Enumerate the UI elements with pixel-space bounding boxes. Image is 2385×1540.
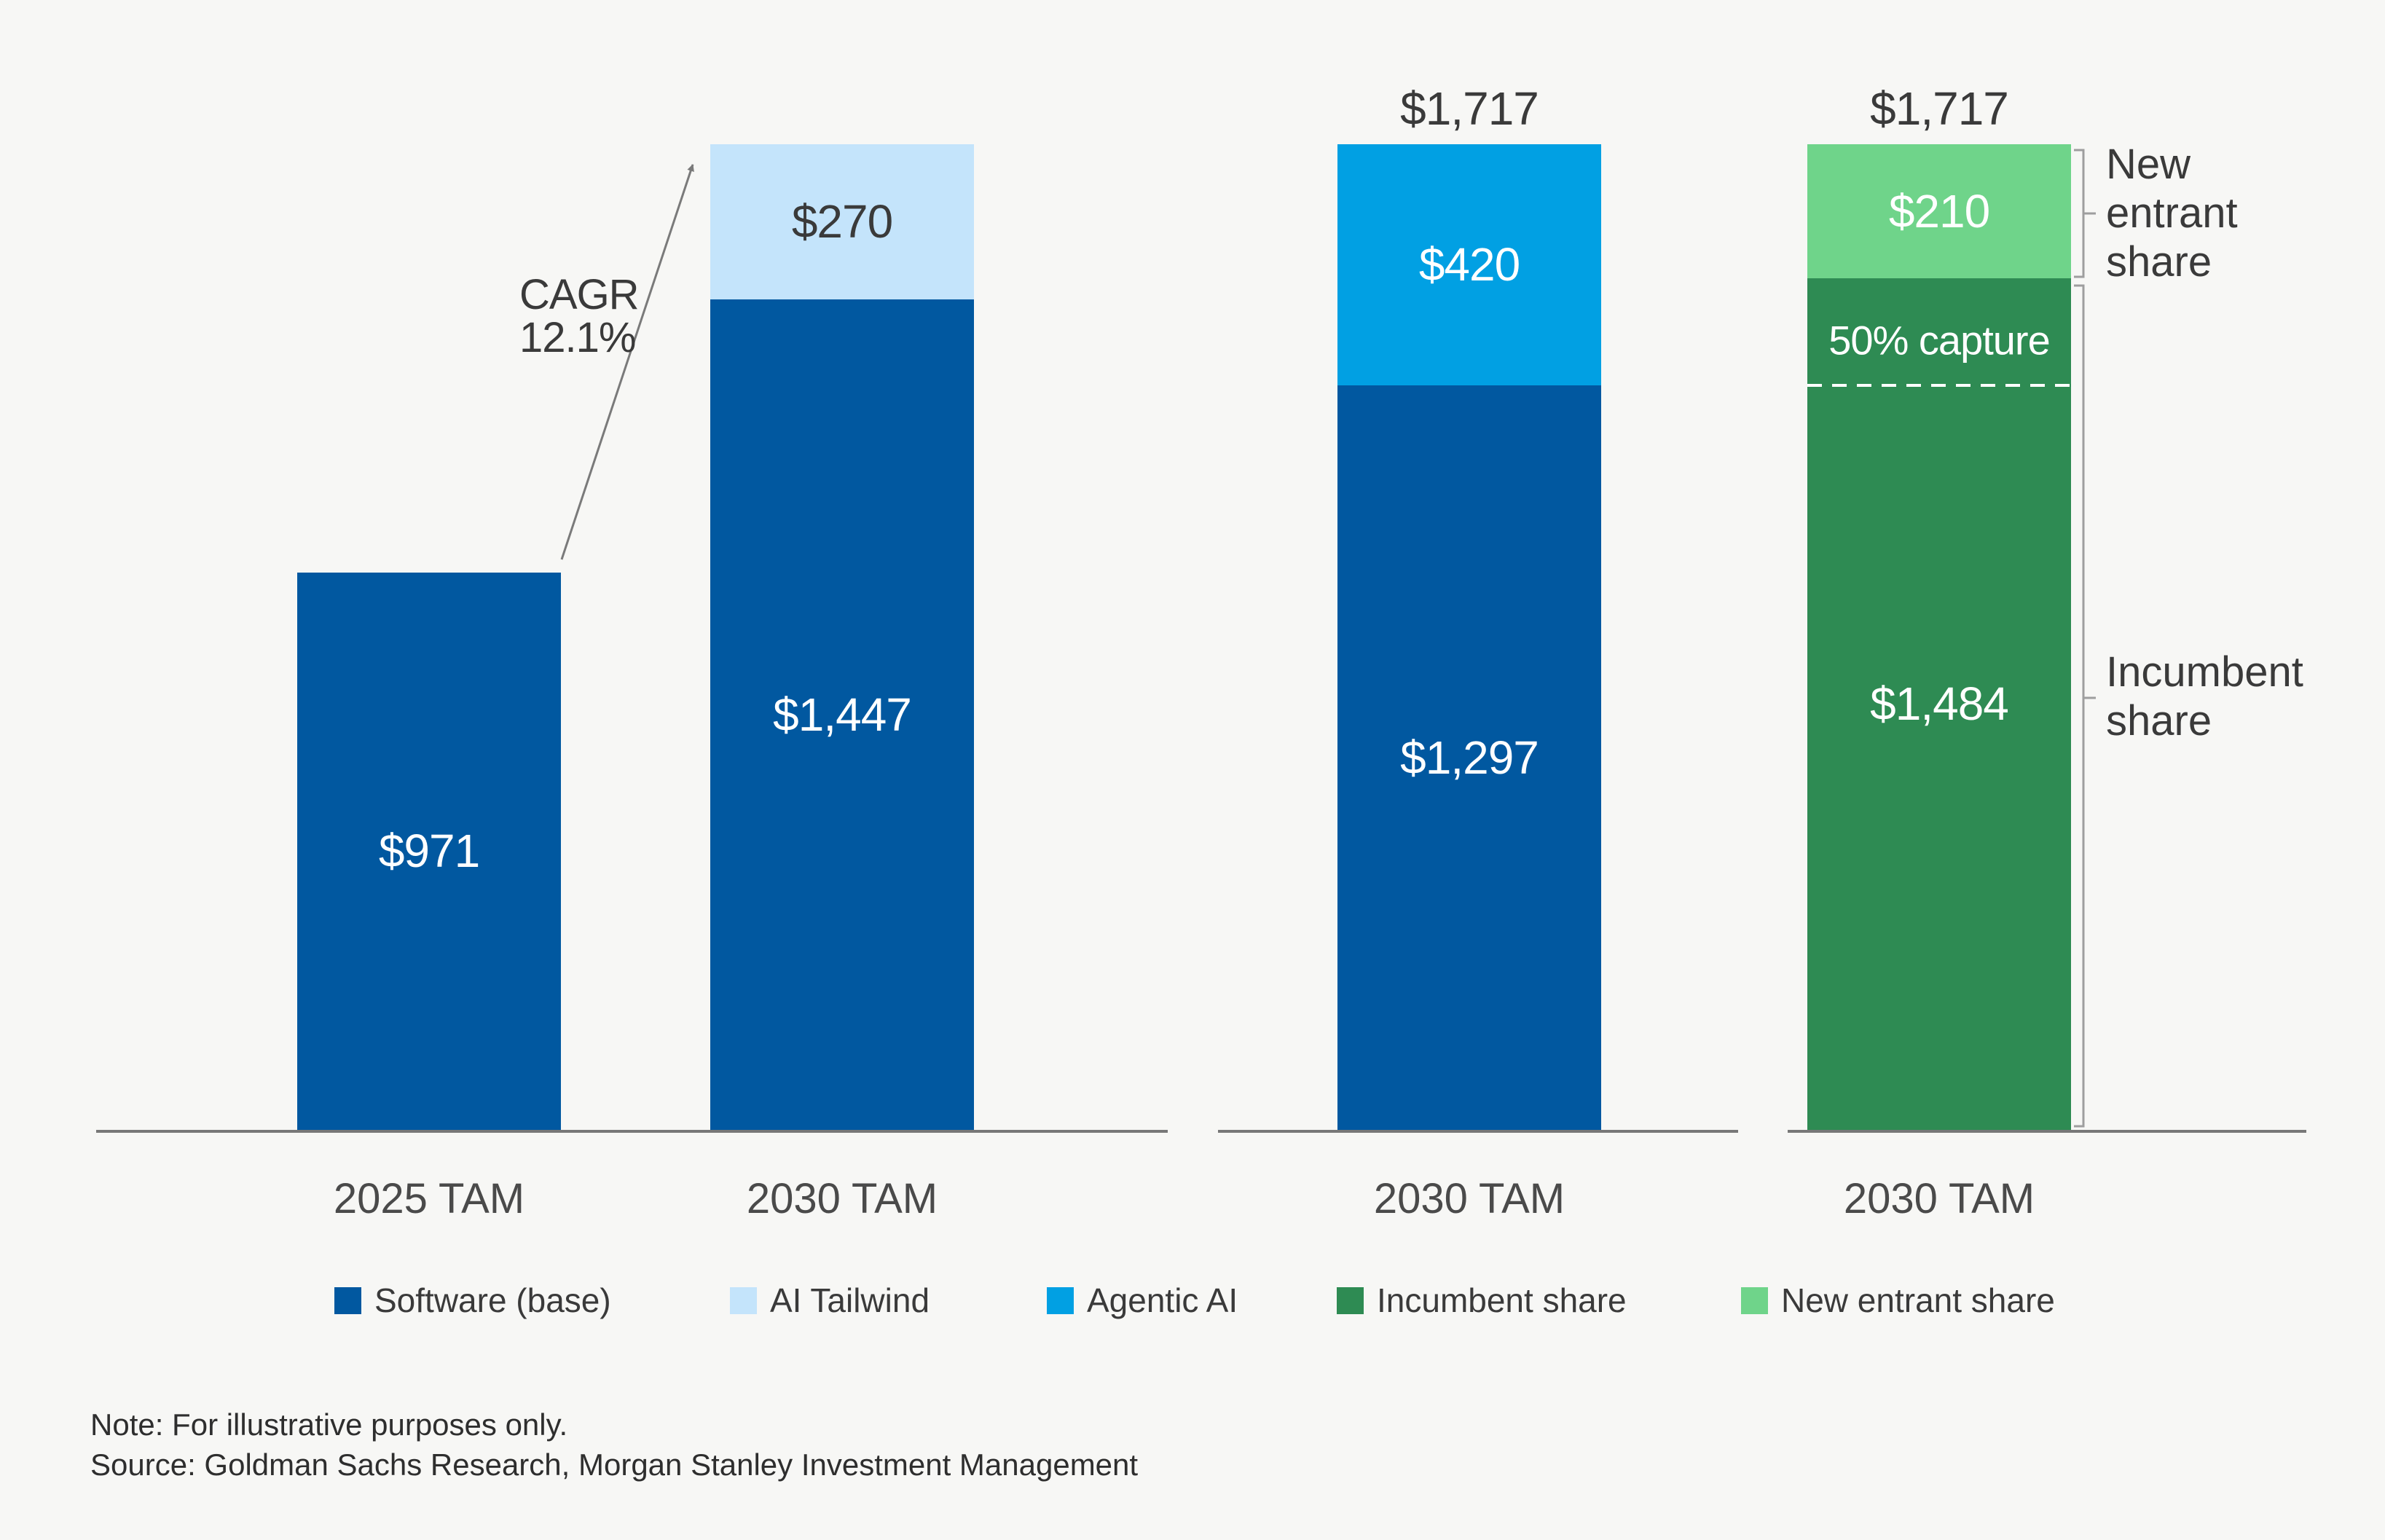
segment-agentic-ai: $420 [1337, 144, 1601, 385]
bar-2030-tam-capture: $1,484 $210 50% capture [1807, 0, 2071, 1130]
segment-software-base: $1,297 [1337, 385, 1601, 1130]
bar-2030-tam-agentic: $1,297 $420 [1337, 0, 1601, 1130]
bar-2025-tam: $971 [297, 0, 561, 1130]
footer-notes: Note: For illustrative purposes only. So… [90, 1405, 1138, 1485]
new-entrant-share-label: New entrant share [2106, 140, 2238, 286]
segment-value-label: $1,484 [1870, 677, 2009, 731]
incumbent-share-swatch-icon [1337, 1286, 1364, 1314]
total-label-2030-agentic: $1,717 [1400, 82, 1539, 135]
software-base-swatch-icon [334, 1286, 361, 1314]
agentic-ai-swatch-icon [1047, 1286, 1074, 1314]
segment-value-label: $270 [791, 195, 893, 248]
segment-new-entrant-share: $210 [1807, 144, 2071, 278]
legend-label: AI Tailwind [770, 1281, 930, 1319]
source-text: Source: Goldman Sachs Research, Morgan S… [90, 1447, 1139, 1482]
x-label-2025-tam: 2025 TAM [333, 1175, 525, 1222]
legend-label: Software (base) [374, 1281, 611, 1319]
new-entrant-share-line1: New [2106, 141, 2191, 188]
x-label-2030-tam-1: 2030 TAM [746, 1175, 938, 1222]
new-entrant-share-line2: entrant [2106, 189, 2238, 237]
legend-label: Incumbent share [1377, 1281, 1627, 1319]
legend-item-agentic-ai: Agentic AI [1047, 1281, 1238, 1319]
segment-ai-tailwind: $270 [710, 144, 974, 299]
segment-value-label: $1,297 [1400, 731, 1539, 784]
incumbent-share-label: Incumbent share [2106, 648, 2303, 745]
x-axis-line-left [96, 1130, 1168, 1133]
cagr-value: 12.1% [519, 314, 636, 361]
x-axis-line-middle [1218, 1130, 1738, 1133]
bar-2030-tam-tailwind: $1,447 $270 [710, 0, 974, 1130]
segment-software-base: $1,447 [710, 299, 974, 1130]
new-entrant-share-swatch-icon [1741, 1286, 1768, 1314]
incumbent-share-line1: Incumbent [2106, 648, 2303, 696]
segment-value-label: $210 [1888, 184, 1990, 237]
new-entrant-share-line3: share [2106, 238, 2212, 286]
x-label-2030-tam-3: 2030 TAM [1843, 1175, 2035, 1222]
note-text: Note: For illustrative purposes only. [90, 1407, 568, 1442]
capture-label: 50% capture [1828, 317, 2050, 364]
segment-value-label: $1,447 [773, 688, 912, 741]
segment-value-label: $971 [378, 825, 480, 878]
segment-software-base: $971 [297, 572, 561, 1130]
legend: Software (base) AI Tailwind Agentic AI I… [0, 1281, 2385, 1319]
legend-label: Agentic AI [1087, 1281, 1238, 1319]
segment-value-label: $420 [1418, 238, 1520, 291]
legend-label: New entrant share [1781, 1281, 2055, 1319]
cagr-arrow [560, 164, 694, 560]
incumbent-share-line2: share [2106, 697, 2212, 745]
segment-incumbent-share: $1,484 [1807, 278, 2071, 1130]
cagr-annotation: CAGR 12.1% [519, 271, 640, 361]
legend-item-software-base: Software (base) [334, 1281, 611, 1319]
legend-item-incumbent-share: Incumbent share [1337, 1281, 1627, 1319]
legend-item-new-entrant-share: New entrant share [1741, 1281, 2055, 1319]
capture-dashed-line [1807, 383, 2071, 387]
incumbent-share-bracket [2074, 284, 2096, 1128]
cagr-label: CAGR [519, 271, 640, 318]
new-entrant-share-bracket [2074, 149, 2096, 278]
x-axis-line-right [1788, 1130, 2306, 1133]
total-label-2030-capture: $1,717 [1870, 82, 2009, 135]
legend-item-ai-tailwind: AI Tailwind [730, 1281, 930, 1319]
ai-tailwind-swatch-icon [730, 1286, 757, 1314]
x-label-2030-tam-2: 2030 TAM [1373, 1175, 1565, 1222]
